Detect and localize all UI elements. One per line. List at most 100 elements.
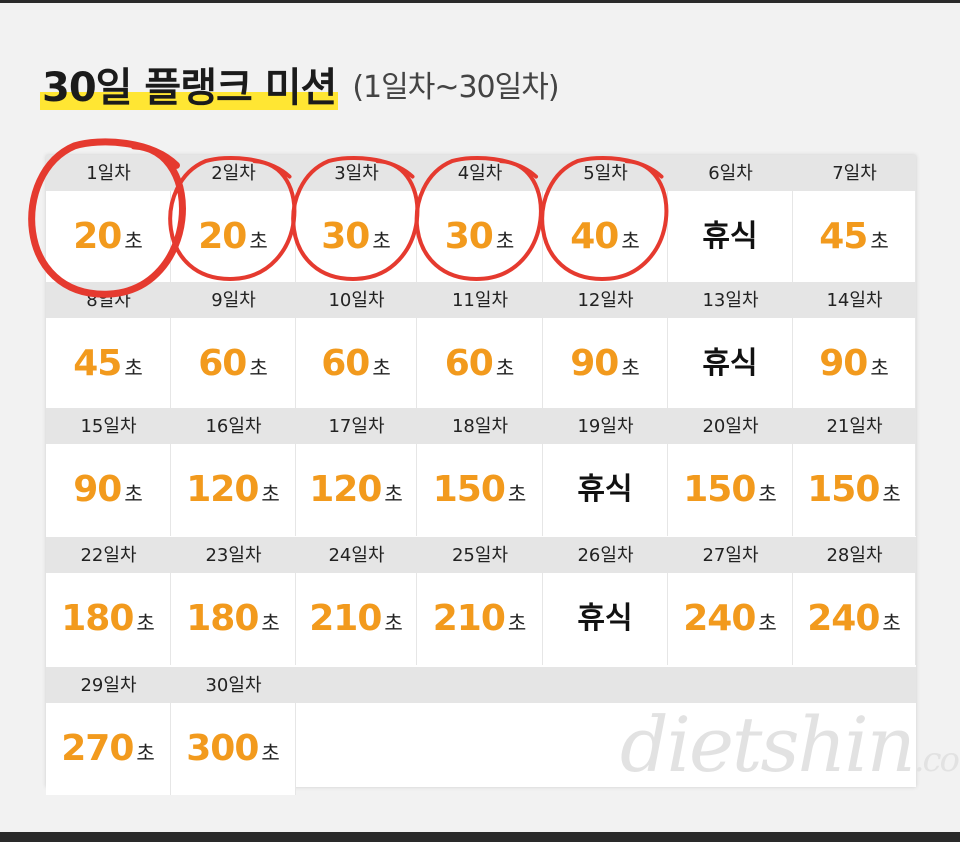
seconds-value: 120 — [309, 469, 382, 510]
seconds-value: 30 — [444, 216, 494, 257]
day-cell: 60 초 — [417, 318, 543, 410]
day-cell: 휴식 — [543, 444, 668, 536]
day-cell: 60 초 — [296, 318, 417, 410]
day-label: 4일차 — [457, 163, 503, 184]
day-label: 9일차 — [211, 290, 256, 311]
day-cell: 180 초 — [171, 573, 296, 665]
seconds-value: 90 — [73, 469, 122, 510]
week-header-row — [46, 667, 916, 703]
seconds-unit: 초 — [261, 741, 280, 765]
seconds-unit: 초 — [870, 356, 889, 380]
title-main-text: 30일 플랭크 미션 — [42, 65, 337, 111]
seconds-value: 60 — [321, 343, 370, 384]
day-cell: 30 초 — [296, 191, 417, 283]
day-label: 14일차 — [826, 290, 883, 311]
bottom-border — [0, 832, 960, 842]
seconds-unit: 초 — [384, 482, 403, 506]
seconds-value: 150 — [683, 469, 756, 510]
day-cell: 240 초 — [668, 573, 793, 665]
seconds-unit: 초 — [507, 611, 527, 635]
seconds-unit: 초 — [249, 229, 268, 253]
seconds-unit: 초 — [261, 611, 280, 635]
day-cell: 240 초 — [793, 573, 916, 665]
day-label: 20일차 — [702, 416, 759, 437]
day-label: 21일차 — [826, 416, 883, 437]
seconds-unit: 초 — [261, 482, 280, 506]
seconds-unit: 초 — [507, 482, 527, 506]
day-cell: 120 초 — [171, 444, 296, 536]
day-cell: 120 초 — [296, 444, 417, 536]
day-label: 27일차 — [702, 545, 759, 566]
day-cell: 45 초 — [46, 318, 171, 410]
day-label: 19일차 — [577, 416, 634, 437]
day-label: 7일차 — [832, 163, 877, 184]
watermark: dietshin.com — [620, 700, 960, 789]
seconds-value: 45 — [819, 216, 868, 257]
seconds-value: 40 — [570, 216, 619, 257]
seconds-value: 60 — [198, 343, 247, 384]
seconds-unit: 초 — [136, 611, 155, 635]
week-header-row — [46, 282, 916, 318]
day-label: 12일차 — [577, 290, 634, 311]
rest-day-label: 휴식 — [577, 601, 633, 636]
seconds-value: 120 — [186, 469, 259, 510]
seconds-value: 150 — [807, 469, 880, 510]
day-cell: 휴식 — [543, 573, 668, 665]
seconds-unit: 초 — [372, 356, 391, 380]
week-header-row — [46, 537, 916, 573]
title-highlight — [40, 92, 339, 110]
day-cell: 270 초 — [46, 703, 171, 795]
seconds-unit: 초 — [495, 229, 515, 253]
seconds-unit: 초 — [249, 356, 268, 380]
day-label: 15일차 — [80, 416, 137, 437]
seconds-value: 150 — [432, 469, 506, 510]
seconds-value: 20 — [198, 216, 247, 257]
rest-day-label: 휴식 — [702, 219, 758, 254]
day-label: 10일차 — [328, 290, 385, 311]
title-sub: (1일차~30일차) — [352, 70, 559, 105]
seconds-value: 30 — [321, 216, 370, 257]
day-cell: 45 초 — [793, 191, 916, 283]
seconds-value: 240 — [807, 598, 880, 639]
day-label: 2일차 — [211, 163, 256, 184]
seconds-value: 45 — [73, 343, 122, 384]
seconds-value: 90 — [570, 343, 619, 384]
day-cell: 30 초 — [417, 191, 543, 283]
seconds-value: 180 — [61, 598, 134, 639]
day-cell: 20 초 — [46, 191, 171, 283]
seconds-value: 90 — [819, 343, 868, 384]
seconds-value: 180 — [186, 598, 259, 639]
watermark-name: dietshin — [620, 700, 916, 789]
seconds-value: 60 — [444, 343, 494, 384]
plank-calendar: 1일차 20 초 2일차 20 초 3일차 30 초 4일차 30 초 5일차 40 초 6일차 휴식 7일차 45… — [46, 155, 916, 795]
seconds-unit: 초 — [621, 229, 640, 253]
day-label: 1일차 — [86, 163, 131, 184]
day-label: 26일차 — [577, 545, 634, 566]
seconds-unit: 초 — [384, 611, 403, 635]
seconds-unit: 초 — [124, 482, 143, 506]
day-cell: 300 초 — [171, 703, 296, 795]
day-label: 13일차 — [702, 290, 759, 311]
day-cell: 210 초 — [296, 573, 417, 665]
day-label: 6일차 — [708, 163, 753, 184]
day-cell: 휴식 — [668, 191, 793, 283]
day-label: 8일차 — [86, 290, 131, 311]
day-cell: 210 초 — [417, 573, 543, 665]
day-cell: 90 초 — [46, 444, 171, 536]
day-label: 25일차 — [451, 545, 509, 566]
day-label: 28일차 — [826, 545, 883, 566]
seconds-unit: 초 — [124, 356, 143, 380]
seconds-unit: 초 — [136, 741, 155, 765]
day-label: 16일차 — [205, 416, 262, 437]
day-cell: 휴식 — [668, 318, 793, 410]
day-label: 17일차 — [328, 416, 385, 437]
day-label: 29일차 — [80, 675, 137, 696]
title-main: 30일 플랭크 미션 — [40, 64, 339, 112]
seconds-unit: 초 — [124, 229, 143, 253]
page-title: 30일 플랭크 미션 (1일차~30일차) — [40, 56, 560, 112]
seconds-unit: 초 — [882, 482, 901, 506]
seconds-unit: 초 — [495, 356, 515, 380]
seconds-value: 300 — [186, 728, 259, 769]
day-label: 24일차 — [328, 545, 385, 566]
seconds-unit: 초 — [372, 229, 391, 253]
